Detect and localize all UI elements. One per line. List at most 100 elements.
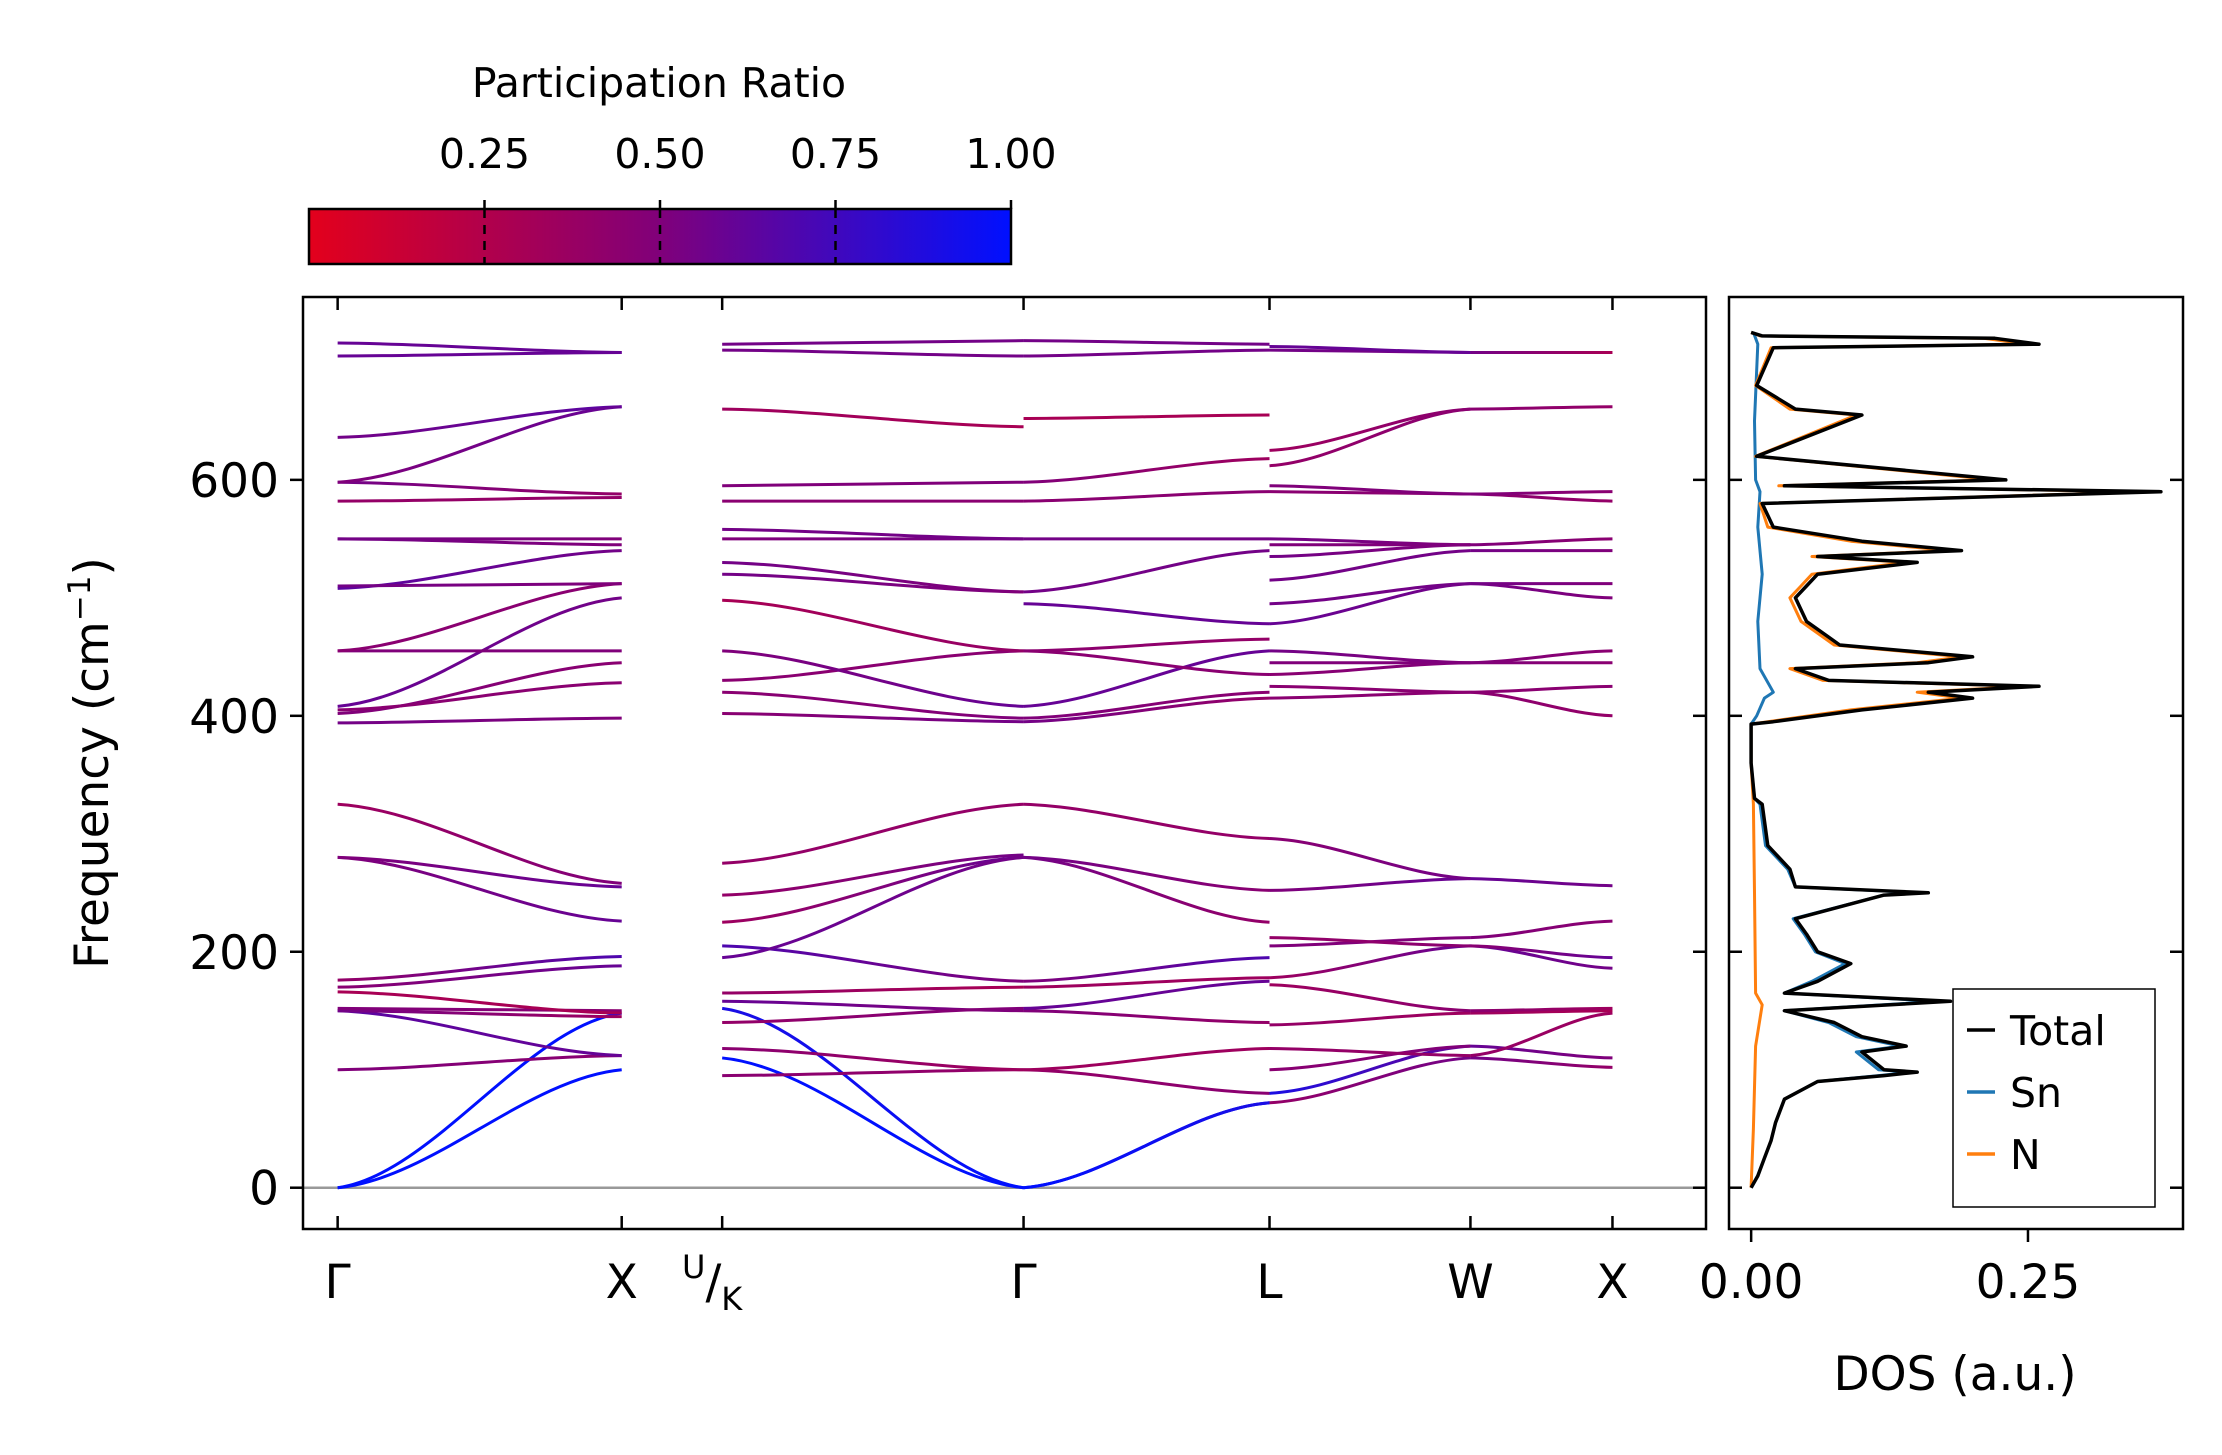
- phonon-band-branch: [722, 855, 1024, 960]
- dos-curve-total: [1749, 330, 2163, 1189]
- legend-box: [1952, 988, 2156, 1208]
- phonon-band-branch: [1470, 405, 1613, 411]
- phonon-band-branch: [722, 711, 1024, 724]
- k-point-label: W: [1447, 1255, 1493, 1310]
- k-point-label-top: U: [682, 1248, 705, 1286]
- phonon-band-branch: [1023, 649, 1270, 708]
- phonon-band-branch: [337, 405, 622, 484]
- colorbar-title: Participation Ratio: [472, 59, 846, 107]
- y-tick-label: 0: [249, 1162, 279, 1217]
- phonon-band-branch: [1023, 490, 1270, 503]
- phonon-band-branch: [1470, 684, 1613, 694]
- phonon-band-branch: [1269, 684, 1471, 694]
- phonon-band-branch: [337, 802, 622, 885]
- phonon-band-branch: [722, 1056, 1024, 1190]
- phonon-band-branch: [337, 661, 622, 715]
- phonon-band-branch: [722, 1006, 1024, 1025]
- phonon-band-branch: [1269, 582, 1471, 606]
- k-point-label: Γ: [1010, 1255, 1036, 1310]
- colorbar: Participation Ratio 0.25 0.50 0.75 1.00: [307, 59, 1057, 266]
- phonon-band-branch: [1470, 537, 1613, 547]
- phonon-band-branch: [1269, 543, 1471, 559]
- phonon-band-branch: [1470, 944, 1613, 960]
- phonon-band-branch: [1269, 582, 1471, 626]
- phonon-band-branch: [722, 649, 1024, 682]
- phonon-band-branch: [1269, 345, 1471, 354]
- legend-entries: Total Sn N: [1967, 1007, 2106, 1179]
- phonon-band-branch: [1269, 407, 1471, 468]
- phonon-band-branch: [337, 405, 622, 439]
- phonon-band-branch: [1470, 649, 1613, 665]
- phonon-band-branch: [1470, 1006, 1613, 1013]
- phonon-band-branch: [1269, 837, 1471, 881]
- phonon-band-branch: [1269, 407, 1471, 452]
- phonon-band-branch: [1023, 413, 1270, 421]
- legend-label: N: [2010, 1131, 2041, 1179]
- band-structure-panel: 0 200 400 600 Γ X U/K Γ L W X Frequency (cm−1): [62, 295, 1708, 1318]
- phonon-band-branch: [1470, 1056, 1613, 1069]
- phonon-band-branch: [722, 802, 1024, 865]
- phonon-band-branch: [1023, 1068, 1270, 1095]
- phonon-band-branch: [722, 649, 1024, 708]
- phonon-band-branch: [1269, 484, 1471, 496]
- phonon-band-branch: [337, 855, 622, 923]
- phonon-band-branch: [337, 1068, 622, 1190]
- phonon-band-branch: [1470, 1009, 1613, 1015]
- phonon-band-branch: [337, 681, 622, 712]
- phonon-band-branch: [722, 598, 1024, 653]
- phonon-band-branch: [1023, 956, 1270, 983]
- phonon-band-branch: [1269, 661, 1471, 677]
- colorbar-tick-label: 0.25: [439, 130, 530, 178]
- phonon-band-branch: [337, 990, 622, 1015]
- phonon-band-branch: [1023, 602, 1270, 626]
- phonon-band-branch: [337, 1009, 622, 1019]
- phonon-band-branch: [1023, 802, 1270, 841]
- phonon-band-branch: [337, 1009, 622, 1058]
- k-point-label: X: [606, 1255, 638, 1310]
- band-axes: 0 200 400 600 Γ X U/K Γ L W X: [189, 297, 1706, 1318]
- phonon-band-branch: [1023, 1101, 1270, 1190]
- y-tick-label: 200: [189, 926, 279, 981]
- legend-label: Sn: [2010, 1069, 2062, 1117]
- phonon-band-branch: [337, 1011, 622, 1190]
- phonon-band-branch: [1269, 944, 1471, 980]
- phonon-band-branch: [1470, 582, 1613, 600]
- phonon-band-branch: [722, 944, 1024, 983]
- phonon-band-branch: [722, 527, 1024, 541]
- phonon-band-branch: [721, 1006, 1024, 1190]
- phonon-band-branch: [1269, 1056, 1471, 1105]
- phonon-band-branch: [1269, 549, 1471, 582]
- phonon-band-branch: [722, 339, 1024, 346]
- colorbar-ticks: 0.25 0.50 0.75 1.00: [439, 130, 1057, 264]
- phonon-band-branch: [722, 1047, 1024, 1072]
- k-point-label: Γ: [325, 1255, 351, 1310]
- k-point-label-slash: /: [705, 1255, 721, 1310]
- y-axis-title-close: ): [65, 557, 120, 575]
- phonon-band-branch: [337, 582, 622, 653]
- phonon-band-branch: [1470, 490, 1613, 496]
- colorbar-tick-label: 0.75: [790, 130, 881, 178]
- phonon-bands: [303, 339, 1706, 1190]
- phonon-band-branch: [1269, 1047, 1471, 1058]
- dos-x-tick-label: 0.00: [1699, 1255, 1804, 1310]
- band-plot-frame: [301, 295, 1708, 1231]
- dos-curve-sn: [1749, 331, 1941, 1189]
- phonon-band-branch: [337, 964, 622, 989]
- phonon-band-branch: [1023, 855, 1270, 924]
- phonon-band-branch: [1023, 348, 1270, 358]
- y-axis-title-base: Frequency (cm: [65, 621, 120, 969]
- k-point-label: U/K: [682, 1248, 743, 1318]
- phonon-band-branch: [1023, 649, 1270, 677]
- phonon-band-branch: [722, 855, 1024, 924]
- dos-axes: 0.00 0.25: [1699, 478, 2183, 1310]
- dos-curves: [1749, 330, 2163, 1189]
- phonon-band-branch: [1470, 1011, 1613, 1058]
- phonon-band-branch: [337, 582, 622, 588]
- phonon-band-branch: [1023, 979, 1270, 1010]
- phonon-band-branch: [1023, 696, 1270, 724]
- phonon-band-branch: [722, 690, 1024, 720]
- dos-panel: 0.00 0.25 DOS (a.u.) Total Sn N: [1699, 295, 2185, 1402]
- k-point-label-bottom: K: [721, 1280, 743, 1318]
- phonon-band-branch: [722, 407, 1024, 429]
